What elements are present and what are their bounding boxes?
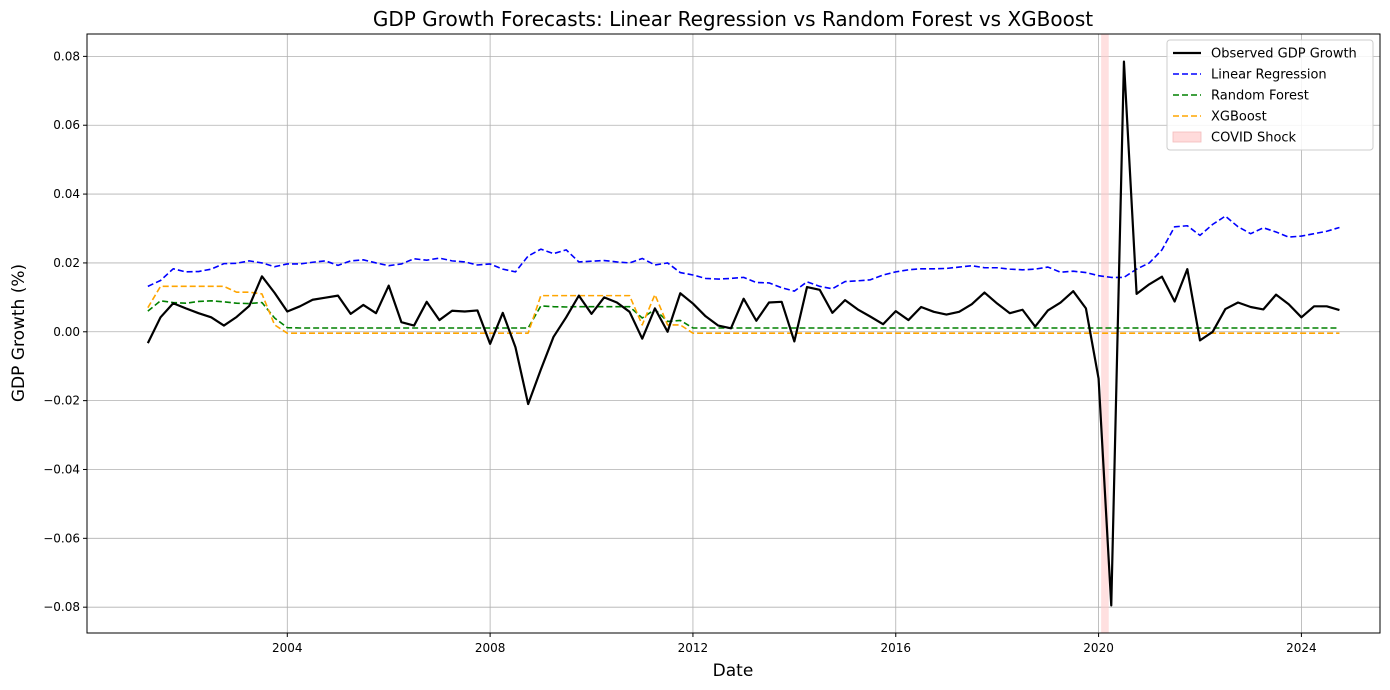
x-tick-label: 2004: [272, 641, 303, 655]
legend-label-forest: Random Forest: [1211, 89, 1309, 104]
y-tick-label: −0.04: [43, 462, 80, 476]
x-axis-title: Date: [713, 661, 754, 681]
series-line-observed: [146, 60, 1340, 607]
legend-label-xgb: XGBoost: [1211, 110, 1267, 125]
x-tick-label: 2016: [880, 641, 911, 655]
legend-swatch-covid: [1172, 131, 1202, 143]
legend-label-covid: COVID Shock: [1211, 131, 1297, 146]
legend-label-observed: Observed GDP Growth: [1211, 47, 1357, 62]
y-tick-label: 0.08: [53, 49, 80, 63]
x-tick-label: 2024: [1286, 641, 1317, 655]
y-tick-label: 0.00: [53, 325, 80, 339]
legend-label-linear: Linear Regression: [1211, 68, 1327, 83]
y-axis-title: GDP Growth (%): [9, 264, 29, 402]
series-line-linear: [147, 215, 1340, 292]
series-line-xgb: [147, 285, 1340, 334]
y-tick-label: 0.04: [53, 187, 80, 201]
chart-legend: Observed GDP Growth Linear Regression Rand…: [1166, 39, 1374, 151]
y-tick-label: 0.06: [53, 118, 80, 132]
axis-ticks: 2004 2008 2012 2016 2020 2024 0.08 0.06 0.04 0.02…: [43, 49, 1316, 655]
x-tick-label: 2008: [475, 641, 506, 655]
y-tick-label: 0.02: [53, 256, 80, 270]
x-tick-label: 2020: [1083, 641, 1114, 655]
series-line-forest: [147, 299, 1340, 329]
plot-frame: [86, 33, 1381, 634]
series-lines: [146, 60, 1340, 607]
y-tick-label: −0.06: [43, 531, 80, 545]
chart-title: GDP Growth Forecasts: Linear Regression …: [373, 7, 1093, 31]
legend-box: [1166, 39, 1374, 151]
y-tick-label: −0.02: [43, 394, 80, 408]
y-tick-label: −0.08: [43, 600, 80, 614]
x-tick-label: 2012: [678, 641, 709, 655]
